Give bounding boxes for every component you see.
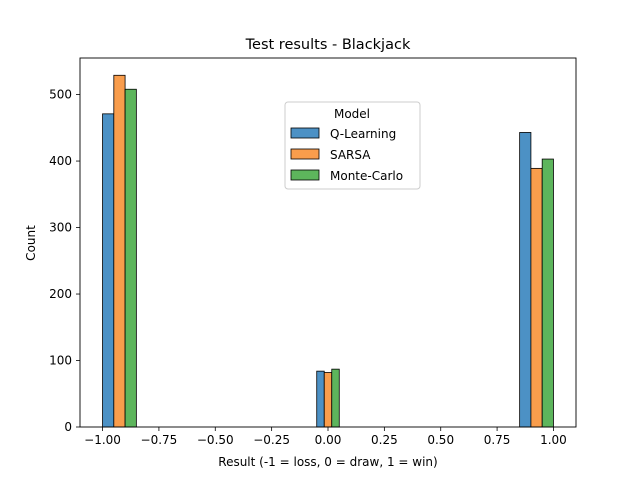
legend-label: SARSA [330, 148, 371, 162]
bar-sarsa-1 [323, 372, 333, 428]
bar-sarsa-0 [113, 74, 126, 428]
bar-monte-carlo-1 [331, 368, 340, 428]
legend-label: Monte-Carlo [330, 169, 403, 183]
bar-monte-carlo-0 [124, 88, 137, 428]
x-tick-label: 0.00 [315, 433, 342, 447]
bar-q-learning-0 [102, 113, 115, 428]
x-tick-label: −1.00 [84, 433, 121, 447]
legend-swatch [290, 127, 320, 139]
bar-sarsa-2 [530, 167, 543, 428]
legend-label: Q-Learning [330, 127, 396, 141]
y-tick-label: 300 [49, 221, 72, 235]
x-tick-label: −0.50 [197, 433, 234, 447]
x-tick-label: −0.75 [141, 433, 178, 447]
bars-layer [102, 74, 554, 428]
y-tick-label: 500 [49, 88, 72, 102]
bar-monte-carlo-2 [541, 158, 554, 428]
x-tick-label: 0.50 [427, 433, 454, 447]
bar-q-learning-2 [519, 132, 532, 428]
x-tick-label: 0.25 [371, 433, 398, 447]
y-tick-label: 400 [49, 154, 72, 168]
y-tick-label: 0 [64, 420, 72, 434]
y-axis: 0 100 200 300 400 500 [49, 88, 80, 434]
x-tick-label: 0.75 [484, 433, 511, 447]
x-axis-label: Result (-1 = loss, 0 = draw, 1 = win) [218, 455, 437, 469]
legend-entries: Q-Learning SARSA Monte-Carlo [290, 127, 403, 183]
legend-title: Model [334, 107, 370, 121]
x-tick-label: 1.00 [540, 433, 567, 447]
legend: Model Q-Learning SARSA Monte-Carlo [284, 101, 421, 190]
legend-swatch [290, 169, 320, 181]
legend-frame [284, 101, 421, 190]
y-axis-label: Count [24, 225, 38, 261]
x-axis: −1.00 −0.75 −0.50 −0.25 0.00 0.25 0.50 0.75 1.00 [84, 427, 567, 447]
y-tick-label: 100 [49, 354, 72, 368]
bar-q-learning-1 [316, 370, 325, 428]
legend-swatch [290, 148, 320, 160]
chart-title: Test results - Blackjack [245, 37, 411, 53]
axes-frame [79, 57, 577, 428]
x-tick-label: −0.25 [253, 433, 290, 447]
y-tick-label: 200 [49, 287, 72, 301]
